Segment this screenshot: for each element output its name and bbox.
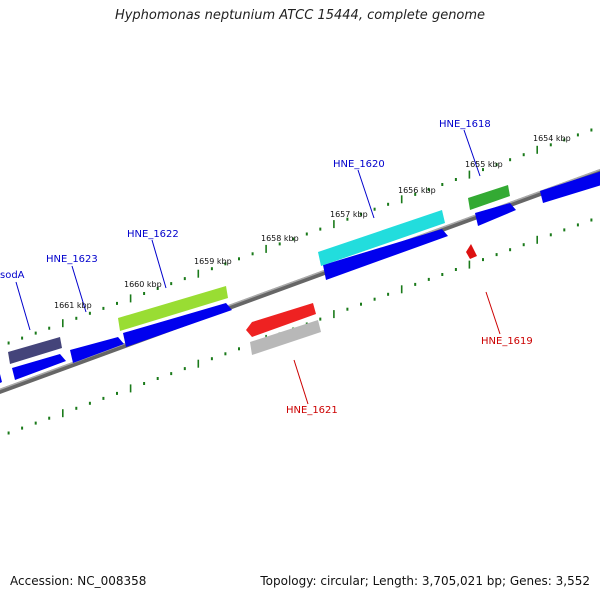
leader-HNE_1623: [71, 265, 87, 313]
leader-sodA: [15, 281, 31, 331]
scale-label-1658: 1658 kbp: [261, 234, 299, 243]
scale-label-1655: 1655 kbp: [465, 160, 503, 169]
cds-arrow[interactable]: [475, 203, 516, 226]
genome-stats-text: Topology: circular; Length: 3,705,021 bp…: [260, 574, 590, 588]
gene-HNE_1621-bar[interactable]: [246, 303, 316, 337]
scale-label-1661: 1661 kbp: [54, 301, 92, 310]
leader-HNE_1621: [293, 359, 309, 405]
gene-label-HNE_1623[interactable]: HNE_1623: [46, 254, 98, 265]
forward-genes: [8, 185, 510, 364]
cds-arrow[interactable]: [123, 303, 232, 347]
leader-HNE_1622: [151, 239, 167, 289]
cds-arrow[interactable]: [70, 337, 124, 363]
accession-text: Accession: NC_008358: [10, 574, 147, 588]
scale-label-1659: 1659 kbp: [194, 257, 232, 266]
gene-label-HNE_1619[interactable]: HNE_1619: [481, 336, 533, 347]
outer-scale-ticks: [7, 128, 593, 345]
cds-track: [0, 170, 600, 388]
gene-HNE_1618-bar[interactable]: [468, 185, 510, 210]
gene-HNE_1619-bar[interactable]: [466, 244, 477, 259]
inner-scale-ticks: [7, 218, 593, 435]
scale-labels: 1661 kbp 1660 kbp 1659 kbp 1658 kbp 1657…: [54, 134, 571, 310]
gene-sodA-bar[interactable]: [8, 337, 62, 364]
gene-label-HNE_1618[interactable]: HNE_1618: [439, 119, 491, 130]
gene-labels: sodA HNE_1623 HNE_1622 HNE_1620 HNE_1618…: [0, 119, 533, 416]
cds-arrow[interactable]: [12, 354, 66, 380]
gene-HNE_1622-bar[interactable]: [118, 286, 228, 331]
reverse-genes: [246, 244, 477, 355]
cds-arrow[interactable]: [323, 229, 448, 280]
scale-label-1654: 1654 kbp: [533, 134, 571, 143]
cds-arrow[interactable]: [540, 170, 600, 203]
cds-arrow-reverse[interactable]: [250, 320, 321, 355]
gene-label-HNE_1622[interactable]: HNE_1622: [127, 229, 179, 240]
leader-HNE_1618: [463, 129, 481, 177]
map-title: Hyphomonas neptunium ATCC 15444, complet…: [114, 8, 486, 23]
gene-label-sodA[interactable]: sodA: [0, 270, 25, 281]
gene-HNE_1620-bar[interactable]: [318, 210, 445, 266]
cds-arrow[interactable]: [0, 374, 2, 388]
scale-label-1657: 1657 kbp: [330, 210, 368, 219]
gene-label-HNE_1620[interactable]: HNE_1620: [333, 159, 385, 170]
leader-HNE_1620: [357, 169, 375, 219]
scale-label-1660: 1660 kbp: [124, 280, 162, 289]
leader-HNE_1619: [485, 291, 501, 335]
scale-label-1656: 1656 kbp: [398, 186, 436, 195]
gene-label-HNE_1621[interactable]: HNE_1621: [286, 405, 338, 416]
label-leaders: [15, 129, 501, 405]
